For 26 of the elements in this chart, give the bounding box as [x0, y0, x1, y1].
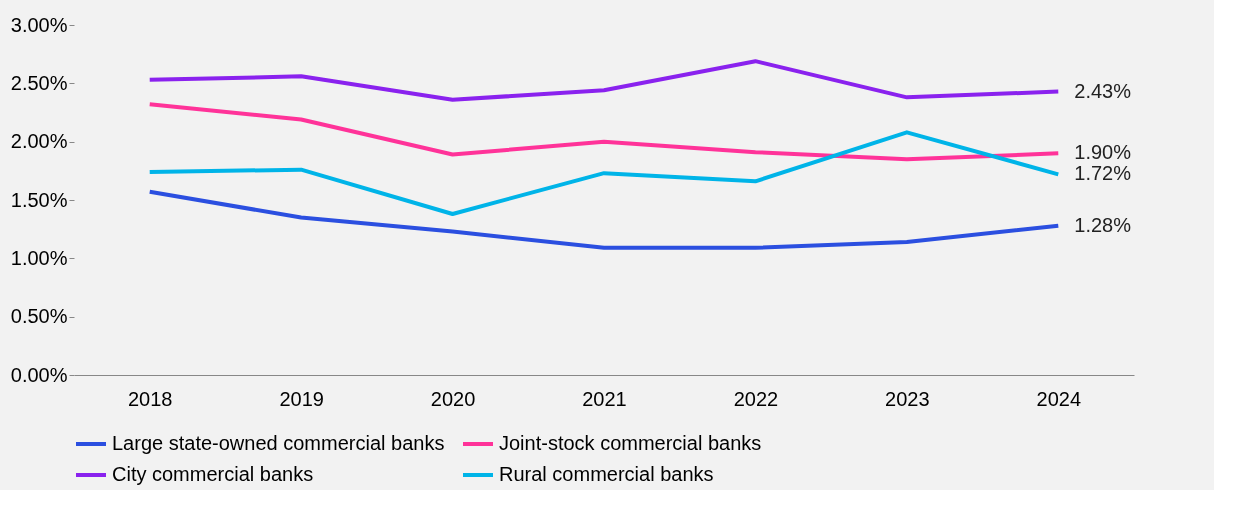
data-label: 1.28% [1074, 213, 1132, 236]
data-label: 1.90% [1074, 141, 1132, 164]
line-series [147, 189, 1061, 250]
data-label: 2.43% [1074, 79, 1132, 102]
y-tick-label: 0.00% [10, 363, 68, 386]
line-series [147, 59, 1061, 102]
legend-label: Rural commercial banks [499, 463, 714, 485]
x-tick-label: 2018 [127, 387, 173, 410]
legend-label: Joint-stock commercial banks [499, 432, 762, 454]
y-tick-label: 1.00% [10, 246, 68, 269]
x-tick-label: 2022 [733, 387, 779, 410]
x-tick-label: 2021 [582, 387, 627, 410]
x-tick-label: 2023 [885, 387, 930, 410]
line-series [147, 130, 1061, 216]
data-label: 1.72% [1074, 162, 1132, 185]
legend-label: Large state-owned commercial banks [112, 432, 445, 454]
y-tick-label: 0.50% [10, 305, 68, 328]
legend-label: City commercial banks [112, 463, 314, 485]
y-tick-label: 1.50% [10, 188, 68, 211]
x-tick-label: 2024 [1036, 387, 1082, 410]
y-tick-label: 3.00% [10, 13, 68, 36]
line-series [147, 102, 1061, 162]
y-tick-label: 2.00% [10, 130, 68, 153]
x-tick-label: 2019 [279, 387, 324, 410]
y-tick-label: 2.50% [10, 71, 68, 94]
x-tick-label: 2020 [430, 387, 476, 410]
